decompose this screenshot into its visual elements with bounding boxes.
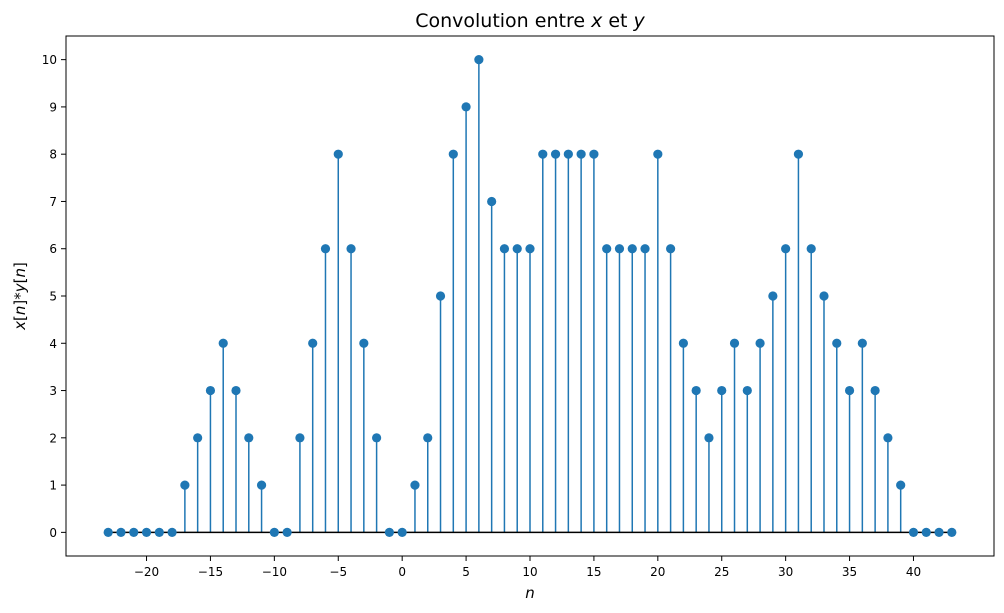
stem-marker [742,385,752,396]
stem-marker [410,480,420,490]
y-tick-label: 6 [49,242,57,256]
stem-marker [103,527,113,537]
stem-marker [755,338,765,348]
stem-marker [934,527,944,537]
y-tick-label: 3 [49,384,57,398]
x-tick-label: 20 [650,565,665,579]
y-tick-label: 8 [49,148,57,162]
stem-marker [576,149,586,159]
stem-marker [295,433,305,443]
stem-marker [129,527,139,537]
stem-marker [448,149,458,159]
stem-marker [269,527,279,537]
stem-marker [154,527,164,537]
stem-marker [205,385,216,396]
stem-marker [435,291,446,301]
stem-marker [244,433,254,443]
y-tick-label: 10 [42,53,57,67]
stem-marker [947,527,957,537]
stems-layer [184,59,902,533]
stem-marker [717,385,727,396]
y-tick-label: 5 [49,290,57,304]
stem-marker [819,291,829,301]
stem-marker [423,433,433,443]
x-tick-label: −10 [262,565,287,579]
y-tick-label: 4 [49,337,57,351]
stem-marker [218,338,228,348]
stem-marker [563,149,573,159]
stem-marker [908,527,919,537]
stem-marker [116,527,126,537]
x-tick-label: −15 [198,565,223,579]
stem-marker [474,55,484,65]
stem-marker [550,149,561,159]
stem-marker [781,244,791,254]
stem-marker [538,149,548,159]
stem-marker [806,244,816,254]
x-axis-label: n [525,584,535,602]
x-tick-label: 35 [842,565,857,579]
x-tick-label: 15 [586,565,601,579]
x-axis-ticks: −20 −15 −10 −5 0 5 10 15 20 25 30 35 40 [134,556,921,579]
markers-layer [103,55,957,537]
stem-marker [832,338,842,348]
x-tick-label: −5 [329,565,347,579]
y-tick-label: 2 [49,431,57,445]
stem-marker [346,244,356,254]
stem-marker [678,338,688,348]
stem-marker [768,291,778,301]
stem-marker [167,527,177,537]
stem-marker [180,480,190,490]
stem-marker [282,527,292,537]
stem-marker [384,527,394,537]
stem-marker [627,244,637,254]
stem-marker [487,196,497,207]
stem-marker [372,433,382,443]
stem-marker [256,480,267,490]
x-tick-label: 10 [522,565,537,579]
stem-marker [193,433,203,443]
stem-marker [653,149,663,159]
stem-marker [729,338,740,348]
stem-marker [333,149,343,159]
stem-marker [461,102,471,112]
y-axis-label: x[n]*y[n] [11,262,29,331]
stem-marker [704,433,714,443]
y-axis-ticks: 0 1 2 3 4 5 6 7 8 9 10 [42,53,66,540]
stem-marker [857,338,867,348]
stem-marker [320,244,331,254]
stem-marker [397,527,407,537]
stem-marker [512,244,522,254]
stem-marker [691,385,701,396]
y-tick-label: 9 [49,100,57,114]
x-tick-label: 30 [778,565,793,579]
stem-marker [793,149,804,159]
y-tick-label: 1 [49,479,57,493]
stem-marker [231,385,241,396]
stem-marker [359,338,369,348]
x-tick-label: 40 [906,565,921,579]
stem-marker [870,385,880,396]
y-tick-label: 7 [49,195,57,209]
x-tick-label: 25 [714,565,729,579]
y-tick-label: 0 [49,526,57,540]
stem-marker [614,244,625,254]
stem-marker [525,244,535,254]
stem-marker [141,527,152,537]
stem-marker [602,244,612,254]
stem-marker [308,338,318,348]
stem-marker [921,527,931,537]
stem-marker [896,480,906,490]
stem-marker [883,433,893,443]
x-tick-label: −20 [134,565,159,579]
x-tick-label: 0 [398,565,406,579]
stem-marker [499,244,510,254]
stem-marker [640,244,650,254]
stem-marker [666,244,676,254]
stem-marker [844,385,855,396]
stem-marker [589,149,599,159]
x-tick-label: 5 [462,565,470,579]
chart-title: Convolution entre x et y [415,10,645,32]
